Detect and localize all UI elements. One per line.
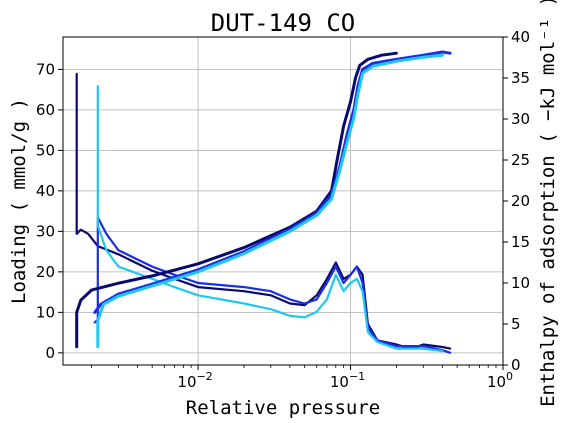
x-tick-base: 10 <box>330 373 349 391</box>
x-tick-exponent: −2 <box>197 370 213 383</box>
y2-tick-label: 30 <box>511 110 530 128</box>
x-tick-base: 10 <box>177 373 196 391</box>
y-tick-label: 50 <box>36 141 55 159</box>
y-tick-label: 40 <box>36 182 55 200</box>
y2-tick-label: 40 <box>511 28 530 46</box>
isotherm-series-2 <box>93 50 452 314</box>
isotherm-series-3 <box>96 53 444 349</box>
series-layer <box>75 50 452 354</box>
enthalpy-series-2 <box>93 216 452 354</box>
x-tick-exponent: 0 <box>506 370 513 383</box>
grid <box>63 37 504 365</box>
x-axis: 10−2 10−1 100 <box>91 365 513 391</box>
x-tick-label: 10−2 <box>177 370 212 391</box>
y2-tick-label: 35 <box>511 69 530 87</box>
y2-tick-label: 5 <box>511 315 521 333</box>
chart-title: DUT-149 CO <box>211 9 356 37</box>
enthalpy-series-3 <box>96 85 444 353</box>
y2-tick-label: 0 <box>511 356 521 374</box>
y2-axis-label: Enthalpy of adsorption ( −kJ mol⁻¹ ) <box>537 0 559 407</box>
y-tick-label: 30 <box>36 222 55 240</box>
y-tick-label: 60 <box>36 101 55 119</box>
y-tick-label: 0 <box>45 344 55 362</box>
x-tick-base: 10 <box>487 373 506 391</box>
y2-tick-label: 20 <box>511 192 530 210</box>
x-tick-label: 100 <box>487 370 513 391</box>
y-axis-label: Loading ( mmol/g ) <box>8 98 30 304</box>
y-tick-label: 20 <box>36 263 55 281</box>
plot-frame <box>62 36 504 366</box>
y-axis-right: 0 5 10 15 20 25 30 35 40 <box>503 28 530 374</box>
y2-tick-label: 15 <box>511 233 530 251</box>
y-axis-left: 0 10 20 30 40 50 60 70 <box>36 60 63 362</box>
x-tick-exponent: −1 <box>349 370 365 383</box>
y-tick-label: 10 <box>36 303 55 321</box>
x-tick-label: 10−1 <box>330 370 365 391</box>
y-tick-label: 70 <box>36 60 55 78</box>
y2-tick-label: 25 <box>511 151 530 169</box>
y2-tick-label: 10 <box>511 274 530 292</box>
x-axis-label: Relative pressure <box>186 397 380 419</box>
